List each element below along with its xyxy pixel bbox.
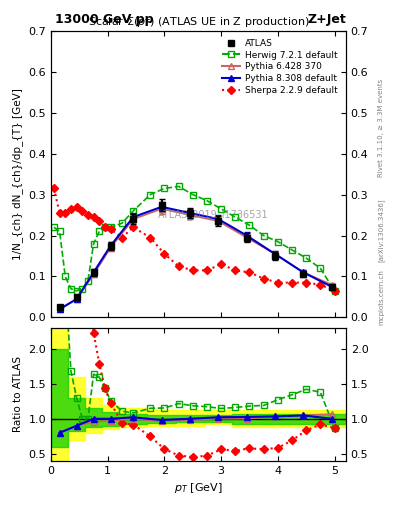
- Title: Scalar $\Sigma(p_T)$ (ATLAS UE in Z production): Scalar $\Sigma(p_T)$ (ATLAS UE in Z prod…: [88, 15, 309, 29]
- Text: Z+Jet: Z+Jet: [307, 13, 346, 26]
- X-axis label: $p_T$ [GeV]: $p_T$ [GeV]: [174, 481, 223, 495]
- Y-axis label: Ratio to ATLAS: Ratio to ATLAS: [13, 356, 23, 432]
- Text: 13000 GeV pp: 13000 GeV pp: [55, 13, 154, 26]
- Y-axis label: 1/N_{ch} dN_{ch}/dp_{T} [GeV]: 1/N_{ch} dN_{ch}/dp_{T} [GeV]: [12, 88, 23, 260]
- Text: [arXiv:1306.3436]: [arXiv:1306.3436]: [378, 199, 385, 262]
- Text: ATLAS_2019_I1736531: ATLAS_2019_I1736531: [158, 209, 268, 220]
- Legend: ATLAS, Herwig 7.2.1 default, Pythia 6.428 370, Pythia 8.308 default, Sherpa 2.2.: ATLAS, Herwig 7.2.1 default, Pythia 6.42…: [219, 35, 342, 98]
- Text: mcplots.cern.ch: mcplots.cern.ch: [378, 269, 384, 325]
- Text: Rivet 3.1.10, ≥ 3.3M events: Rivet 3.1.10, ≥ 3.3M events: [378, 79, 384, 177]
